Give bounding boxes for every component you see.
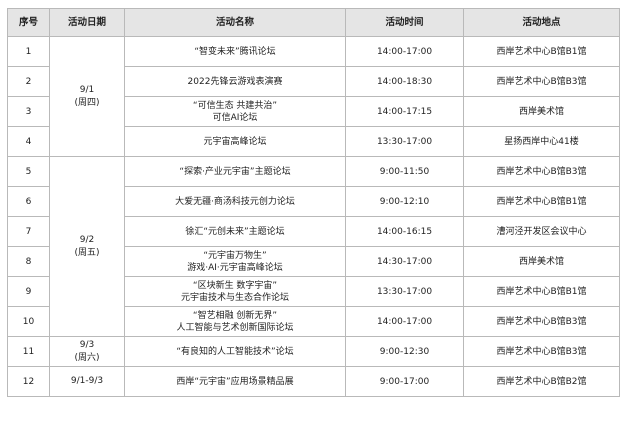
activity-venue: 西岸艺术中心B馆B3馆 (463, 156, 620, 187)
activity-name-line2: 元宇宙技术与生态合作论坛 (180, 292, 289, 303)
activity-time: 14:00-17:00 (345, 36, 464, 67)
activity-time: 14:00-16:15 (345, 216, 464, 247)
activity-time: 9:00-17:00 (345, 366, 464, 397)
row-index: 7 (7, 216, 50, 247)
activity-venue: 西岸艺术中心B馆B3馆 (463, 306, 620, 337)
date-line2: (周四) (74, 97, 100, 108)
activity-venue: 星扬西岸中心41楼 (463, 126, 620, 157)
activity-name: “区块新生 数字宇宙” 元宇宙技术与生态合作论坛 (124, 276, 346, 307)
activity-name-line1: “有良知的人工智能技术”论坛 (176, 346, 294, 357)
date-line1: 9/1 (79, 84, 95, 95)
activity-name-line1: 徐汇“元创未来”主题论坛 (185, 226, 285, 237)
activity-name: 西岸“元宇宙”应用场景精品展 (124, 366, 346, 397)
table-row: 11 9/3 (周六) “有良知的人工智能技术”论坛 9:00-12:30 西岸… (7, 336, 620, 367)
header-row: 序号 活动日期 活动名称 活动时间 活动地点 (7, 8, 620, 37)
activity-name: “探索·产业元宇宙”主题论坛 (124, 156, 346, 187)
date-cell: 9/1 (周四) (49, 36, 125, 157)
date-line1: 9/3 (79, 339, 95, 350)
activity-name: “智艺相融 创新无界” 人工智能与艺术创新国际论坛 (124, 306, 346, 337)
activity-time: 13:30-17:00 (345, 276, 464, 307)
activity-name: 2022先锋云游戏表演赛 (124, 66, 346, 97)
activity-name-line2: 游戏·AI·元宇宙高峰论坛 (187, 262, 283, 273)
header-venue: 活动地点 (463, 8, 620, 37)
activity-name: “有良知的人工智能技术”论坛 (124, 336, 346, 367)
header-index: 序号 (7, 8, 50, 37)
activity-venue: 西岸艺术中心B馆B1馆 (463, 276, 620, 307)
activity-name-line1: “区块新生 数字宇宙” (192, 280, 278, 291)
activity-name: 元宇宙高峰论坛 (124, 126, 346, 157)
activity-name-line1: “探索·产业元宇宙”主题论坛 (179, 166, 291, 177)
activity-name-line1: “可信生态 共建共治” (192, 100, 278, 111)
table-row: 7 徐汇“元创未来”主题论坛 14:00-16:15 漕河泾开发区会议中心 (7, 216, 620, 247)
table-row: 2 2022先锋云游戏表演赛 14:00-18:30 西岸艺术中心B馆B3馆 (7, 66, 620, 97)
row-index: 1 (7, 36, 50, 67)
row-index: 11 (7, 336, 50, 367)
row-index: 12 (7, 366, 50, 397)
header-time: 活动时间 (345, 8, 464, 37)
table-row: 8 “元宇宙万物生” 游戏·AI·元宇宙高峰论坛 14:30-17:00 西岸美… (7, 246, 620, 277)
date-line2: (周五) (74, 247, 100, 258)
date-cell: 9/1-9/3 (49, 366, 125, 397)
table-row: 5 9/2 (周五) “探索·产业元宇宙”主题论坛 9:00-11:50 西岸艺… (7, 156, 620, 337)
activity-name-line1: “智变未来”腾讯论坛 (194, 46, 276, 57)
activity-venue: 漕河泾开发区会议中心 (463, 216, 620, 247)
table-row: 6 大爱无疆·商汤科技元创力论坛 9:00-12:10 西岸艺术中心B馆B1馆 (7, 186, 620, 217)
row-index: 3 (7, 96, 50, 127)
activity-venue: 西岸美术馆 (463, 246, 620, 277)
activity-time: 14:00-18:30 (345, 66, 464, 97)
table-row: 1 9/1 (周四) “智变未来”腾讯论坛 14:00-17:00 西岸艺术中心… (7, 36, 620, 157)
date-cell: 9/3 (周六) (49, 336, 125, 367)
activity-time: 14:00-17:15 (345, 96, 464, 127)
row-index: 2 (7, 66, 50, 97)
activity-venue: 西岸艺术中心B馆B1馆 (463, 36, 620, 67)
activity-time: 14:00-17:00 (345, 306, 464, 337)
schedule-table-wrapper: 序号 活动日期 活动名称 活动时间 活动地点 1 9/1 (周四) “智变未来”… (7, 8, 620, 397)
schedule-table: 序号 活动日期 活动名称 活动时间 活动地点 1 9/1 (周四) “智变未来”… (7, 8, 620, 397)
activity-venue: 西岸艺术中心B馆B3馆 (463, 66, 620, 97)
row-index: 5 (7, 156, 50, 187)
activity-time: 9:00-12:10 (345, 186, 464, 217)
activity-time: 14:30-17:00 (345, 246, 464, 277)
activity-name: “智变未来”腾讯论坛 (124, 36, 346, 67)
row-index: 10 (7, 306, 50, 337)
table-row: 12 9/1-9/3 西岸“元宇宙”应用场景精品展 9:00-17:00 西岸艺… (7, 366, 620, 397)
activity-venue: 西岸美术馆 (463, 96, 620, 127)
activity-name-line1: 西岸“元宇宙”应用场景精品展 (176, 376, 294, 387)
header-name: 活动名称 (124, 8, 346, 37)
date-line1: 9/1-9/3 (70, 376, 104, 386)
activity-time: 9:00-12:30 (345, 336, 464, 367)
activity-name-line1: 大爱无疆·商汤科技元创力论坛 (175, 196, 295, 207)
activity-time: 13:30-17:00 (345, 126, 464, 157)
header-date: 活动日期 (49, 8, 125, 37)
activity-name: 徐汇“元创未来”主题论坛 (124, 216, 346, 247)
date-line1: 9/2 (79, 234, 95, 245)
activity-name: 大爱无疆·商汤科技元创力论坛 (124, 186, 346, 217)
row-index: 8 (7, 246, 50, 277)
date-line2: (周六) (74, 352, 100, 363)
activity-name: “元宇宙万物生” 游戏·AI·元宇宙高峰论坛 (124, 246, 346, 277)
table-row: 3 “可信生态 共建共治” 可信AI论坛 14:00-17:15 西岸美术馆 (7, 96, 620, 127)
date-cell: 9/2 (周五) (49, 156, 125, 337)
activity-name-line2: 人工智能与艺术创新国际论坛 (176, 322, 294, 333)
activity-time: 9:00-11:50 (345, 156, 464, 187)
row-index: 6 (7, 186, 50, 217)
row-index: 9 (7, 276, 50, 307)
activity-name-line1: “元宇宙万物生” (203, 250, 267, 261)
activity-venue: 西岸艺术中心B馆B2馆 (463, 366, 620, 397)
activity-name-line2: 可信AI论坛 (212, 112, 258, 123)
activity-name-line1: “智艺相融 创新无界” (192, 310, 278, 321)
activity-venue: 西岸艺术中心B馆B3馆 (463, 336, 620, 367)
row-index: 4 (7, 126, 50, 157)
activity-name: “可信生态 共建共治” 可信AI论坛 (124, 96, 346, 127)
table-row: 4 元宇宙高峰论坛 13:30-17:00 星扬西岸中心41楼 (7, 126, 620, 157)
activity-name-line1: 元宇宙高峰论坛 (203, 136, 267, 147)
activity-name-line1: 2022先锋云游戏表演赛 (187, 76, 283, 87)
activity-venue: 西岸艺术中心B馆B1馆 (463, 186, 620, 217)
